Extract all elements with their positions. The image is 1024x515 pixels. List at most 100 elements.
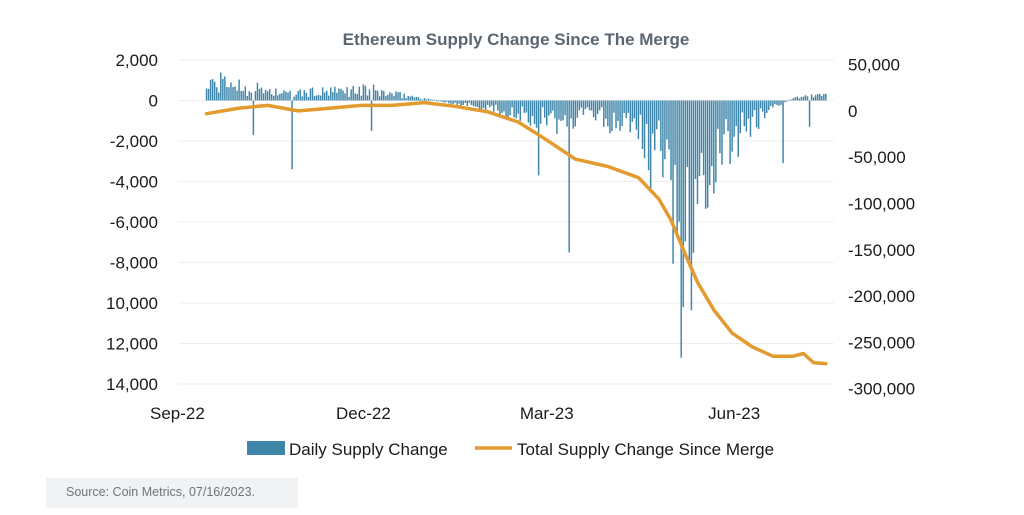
left-tick-label: 12,000 xyxy=(106,335,158,354)
daily-supply-bar xyxy=(209,79,212,101)
daily-supply-bar xyxy=(513,100,515,118)
daily-supply-bar xyxy=(246,95,248,101)
daily-supply-bar xyxy=(309,88,312,101)
daily-supply-bar xyxy=(605,100,607,119)
legend-label-total: Total Supply Change Since Merge xyxy=(517,440,774,459)
daily-supply-bar xyxy=(825,93,827,101)
daily-supply-bar xyxy=(735,100,737,127)
daily-supply-bar xyxy=(548,100,550,116)
daily-supply-bar xyxy=(423,98,426,101)
daily-supply-bar xyxy=(704,100,707,209)
daily-supply-bar xyxy=(332,92,334,101)
daily-supply-bar xyxy=(537,100,540,176)
daily-supply-bar xyxy=(517,100,519,114)
daily-supply-bar xyxy=(531,100,534,116)
daily-supply-bar xyxy=(615,100,617,129)
daily-supply-bar xyxy=(700,100,703,153)
daily-supply-bar xyxy=(397,92,399,101)
daily-supply-bar xyxy=(505,100,507,117)
daily-supply-bar xyxy=(472,100,475,106)
daily-supply-bar xyxy=(236,90,238,101)
daily-supply-bar xyxy=(266,91,269,101)
daily-supply-bar xyxy=(572,100,574,129)
daily-supply-bar xyxy=(637,100,640,140)
daily-supply-bar xyxy=(774,100,776,105)
daily-supply-bar xyxy=(617,100,619,121)
daily-supply-bar xyxy=(383,91,385,101)
daily-supply-bar xyxy=(352,85,354,101)
daily-supply-bar xyxy=(727,100,729,132)
daily-supply-bar xyxy=(788,99,790,101)
daily-supply-bar xyxy=(205,88,208,101)
daily-supply-bar xyxy=(576,100,579,118)
daily-supply-bar xyxy=(558,100,560,120)
daily-supply-bar xyxy=(342,90,344,101)
daily-supply-bar xyxy=(264,89,267,101)
daily-supply-bar xyxy=(244,86,246,101)
left-tick-label: -2,000 xyxy=(110,132,158,151)
daily-supply-bar xyxy=(436,100,438,102)
x-tick-label: Mar-23 xyxy=(520,404,574,423)
daily-supply-bar xyxy=(598,100,601,111)
daily-supply-bar xyxy=(480,100,483,110)
daily-supply-bar xyxy=(407,95,409,101)
daily-supply-bar xyxy=(755,100,758,128)
daily-supply-bar xyxy=(427,98,430,101)
daily-supply-bar xyxy=(733,100,735,137)
daily-supply-bar xyxy=(466,100,469,106)
daily-supply-bar xyxy=(364,85,367,101)
daily-supply-bar xyxy=(802,96,805,101)
daily-supply-bar xyxy=(328,95,330,101)
daily-supply-bar xyxy=(211,79,214,101)
daily-supply-bar xyxy=(484,100,487,112)
daily-supply-bar xyxy=(456,100,458,105)
daily-supply-bar xyxy=(438,100,440,102)
daily-supply-bar xyxy=(344,93,346,101)
daily-supply-bar xyxy=(283,90,285,101)
left-tick-label: -6,000 xyxy=(110,213,158,232)
daily-supply-bar xyxy=(649,100,652,192)
daily-supply-bar xyxy=(248,91,251,101)
daily-supply-bar xyxy=(281,93,283,101)
daily-supply-bar xyxy=(366,95,369,101)
daily-supply-bar xyxy=(511,100,513,108)
daily-supply-bar xyxy=(570,100,572,119)
daily-supply-bar xyxy=(719,100,721,154)
daily-supply-bar xyxy=(387,94,389,101)
daily-supply-bar xyxy=(580,100,583,108)
daily-supply-bar xyxy=(277,95,279,101)
daily-supply-bar xyxy=(609,100,611,134)
daily-supply-bar xyxy=(470,100,473,105)
left-tick-label: -4,000 xyxy=(110,173,158,192)
daily-supply-bar xyxy=(592,100,595,118)
daily-supply-bar xyxy=(784,100,786,103)
x-axis-ticks: Sep-22 Dec-22 Mar-23 Jun-23 xyxy=(150,404,760,423)
daily-supply-bar xyxy=(493,100,495,112)
daily-supply-bar xyxy=(419,98,422,101)
daily-supply-bar xyxy=(739,100,742,134)
daily-supply-bar xyxy=(562,100,564,121)
daily-supply-bar xyxy=(550,100,552,114)
daily-supply-bar xyxy=(543,100,546,118)
daily-supply-bar xyxy=(529,100,532,126)
daily-supply-bar xyxy=(425,99,428,101)
daily-supply-bar xyxy=(796,96,799,101)
daily-supply-bar xyxy=(717,100,719,129)
daily-supply-bar xyxy=(564,100,566,116)
daily-supply-bar xyxy=(442,100,444,102)
daily-supply-bar xyxy=(486,100,489,105)
daily-supply-bar xyxy=(521,100,524,107)
daily-supply-bar xyxy=(401,98,403,101)
daily-supply-bar xyxy=(706,100,709,208)
daily-supply-bar xyxy=(330,87,332,101)
daily-supply-bar xyxy=(601,100,603,108)
daily-supply-bar xyxy=(230,82,232,101)
daily-supply-bar xyxy=(578,100,581,111)
daily-supply-bar xyxy=(653,100,656,151)
daily-supply-bar xyxy=(651,100,654,134)
daily-supply-bar xyxy=(482,100,485,108)
total-supply-line-layer xyxy=(204,100,828,366)
daily-supply-bar xyxy=(643,100,646,159)
right-tick-label: -250,000 xyxy=(848,333,915,352)
daily-supply-bar xyxy=(786,100,788,102)
